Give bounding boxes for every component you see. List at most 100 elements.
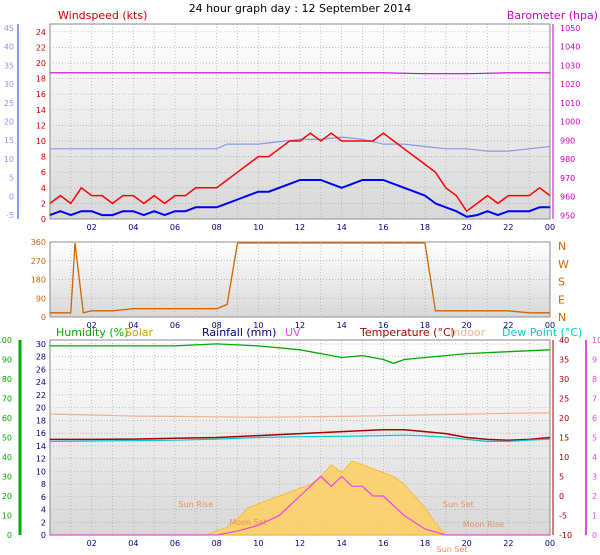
alt-tick-label: 35	[4, 61, 14, 70]
rain-tick-label: 10	[36, 467, 46, 476]
compass-tick-label: S	[558, 276, 565, 289]
alt-tick-label: 20	[4, 118, 14, 127]
legend-uv: UV	[285, 326, 301, 339]
page-title: 24 hour graph day : 12 September 2014	[189, 2, 412, 15]
x-tick-label: 16	[378, 321, 388, 330]
baro-tick-label: 1010	[560, 99, 580, 108]
x-tick-label: 18	[420, 223, 430, 232]
x-tick-label: 20	[462, 321, 472, 330]
x-tick-label: 12	[295, 321, 305, 330]
baro-tick-label: 980	[560, 155, 575, 164]
temp-tick-label: 0	[559, 492, 564, 501]
legend-indoor: Indoor	[450, 326, 486, 339]
direction-grid	[50, 241, 550, 318]
x-tick-label: 00	[545, 321, 555, 330]
x-tick-label: 22	[503, 539, 513, 548]
compass-tick-label: N	[558, 311, 566, 324]
compass-tick-label: W	[558, 258, 569, 271]
kts-tick-label: 18	[36, 75, 46, 84]
baro-tick-label: 1050	[560, 24, 580, 33]
rain-tick-label: 30	[36, 340, 46, 349]
x-tick-label: 04	[128, 321, 138, 330]
deg-tick-label: 90	[36, 294, 46, 303]
kts-tick-label: 22	[36, 43, 46, 52]
barometer-axis-label: Barometer (hpa)	[507, 9, 598, 22]
x-tick-label: 16	[378, 223, 388, 232]
legend-solar: Solar	[125, 326, 154, 339]
astro-annotation: Moon Rise	[463, 520, 504, 529]
astro-annotation: Sun Rise	[179, 500, 214, 509]
rain-tick-label: 16	[36, 429, 46, 438]
x-tick-label: 10	[253, 321, 263, 330]
x-tick-label: 02	[87, 321, 97, 330]
alt-tick-label: 30	[4, 80, 14, 89]
humidity-tick-label: 100	[0, 336, 12, 345]
x-tick-label: 20	[462, 539, 472, 548]
humidity-tick-label: 90	[2, 356, 12, 365]
x-tick-label: 18	[420, 321, 430, 330]
windspeed_axis-line	[50, 136, 551, 152]
deg-tick-label: 270	[31, 257, 46, 266]
kts-tick-label: 0	[41, 215, 46, 224]
humidity-tick-label: 0	[7, 531, 12, 540]
temperature-line	[50, 428, 551, 441]
uv-tick-label: 2	[592, 492, 597, 501]
x-tick-label: 04	[128, 223, 138, 232]
uv-tick-label: 1	[592, 512, 597, 521]
x-tick-label: 08	[212, 539, 222, 548]
deg-tick-label: 180	[31, 276, 46, 285]
indoor-line	[49, 412, 551, 418]
baro-tick-label: 990	[560, 136, 575, 145]
rain-tick-label: 26	[36, 365, 46, 374]
barometer-line	[50, 72, 550, 75]
alt-tick-label: 5	[9, 174, 14, 183]
baro-tick-label: 1030	[560, 61, 580, 70]
uv-tick-label: 6	[592, 414, 597, 423]
x-tick-label: 08	[212, 223, 222, 232]
humidity-temp-axes: 02 04 06 08 10 12 14 16 18 20 22 003028262422201816…	[0, 336, 600, 548]
x-tick-label: 18	[420, 539, 430, 548]
alt-tick-label: 15	[4, 136, 14, 145]
astro-annotation: Sun Set	[437, 545, 468, 554]
x-tick-label: 14	[337, 321, 347, 330]
humidity-tick-label: 80	[2, 375, 12, 384]
alt-tick-label: 40	[4, 43, 14, 52]
compass-tick-label: E	[558, 293, 565, 306]
kts-tick-label: 24	[36, 28, 46, 37]
x-tick-label: 14	[337, 223, 347, 232]
x-tick-label: 12	[295, 223, 305, 232]
alt-tick-label: 10	[4, 155, 14, 164]
rain-tick-label: 14	[36, 442, 46, 451]
x-tick-label: 02	[87, 539, 97, 548]
kts-tick-label: 2	[41, 199, 46, 208]
kts-tick-label: 6	[41, 168, 46, 177]
kts-tick-label: 10	[36, 137, 46, 146]
legend-humidity: Humidity (%)	[56, 326, 128, 339]
kts-tick-label: 20	[36, 59, 46, 68]
uv-line	[50, 475, 550, 536]
x-tick-label: 10	[253, 223, 263, 232]
direction-axes: 02 04 06 08 10 12 14 16 18 20 22 00360270180900NWSE…	[31, 238, 569, 330]
alt-tick-label: -5	[6, 211, 14, 220]
wind_gust-line	[49, 132, 551, 213]
x-tick-label: 00	[545, 539, 555, 548]
rain-tick-label: 12	[36, 455, 46, 464]
wind-baro-axes: 02 04 06 08 10 12 14 16 18 20 22 002422201816141210…	[4, 24, 581, 232]
kts-tick-label: 4	[41, 184, 46, 193]
x-tick-label: 08	[212, 321, 222, 330]
dewpoint-line	[49, 434, 551, 442]
x-tick-label: 06	[170, 539, 180, 548]
deg-tick-label: 360	[31, 238, 46, 247]
humidity-tick-label: 20	[2, 492, 12, 501]
x-tick-label: 22	[503, 223, 513, 232]
humidity-tick-label: 30	[2, 473, 12, 482]
direction-series	[50, 242, 550, 314]
wind_avg-line	[49, 179, 550, 218]
kts-tick-label: 14	[36, 106, 46, 115]
rain-tick-label: 2	[41, 518, 46, 527]
uv-tick-label: 4	[592, 453, 597, 462]
x-tick-label: 14	[337, 539, 347, 548]
kts-tick-label: 16	[36, 90, 46, 99]
legend-dewpoint: Dew Point (°C)	[502, 326, 582, 339]
